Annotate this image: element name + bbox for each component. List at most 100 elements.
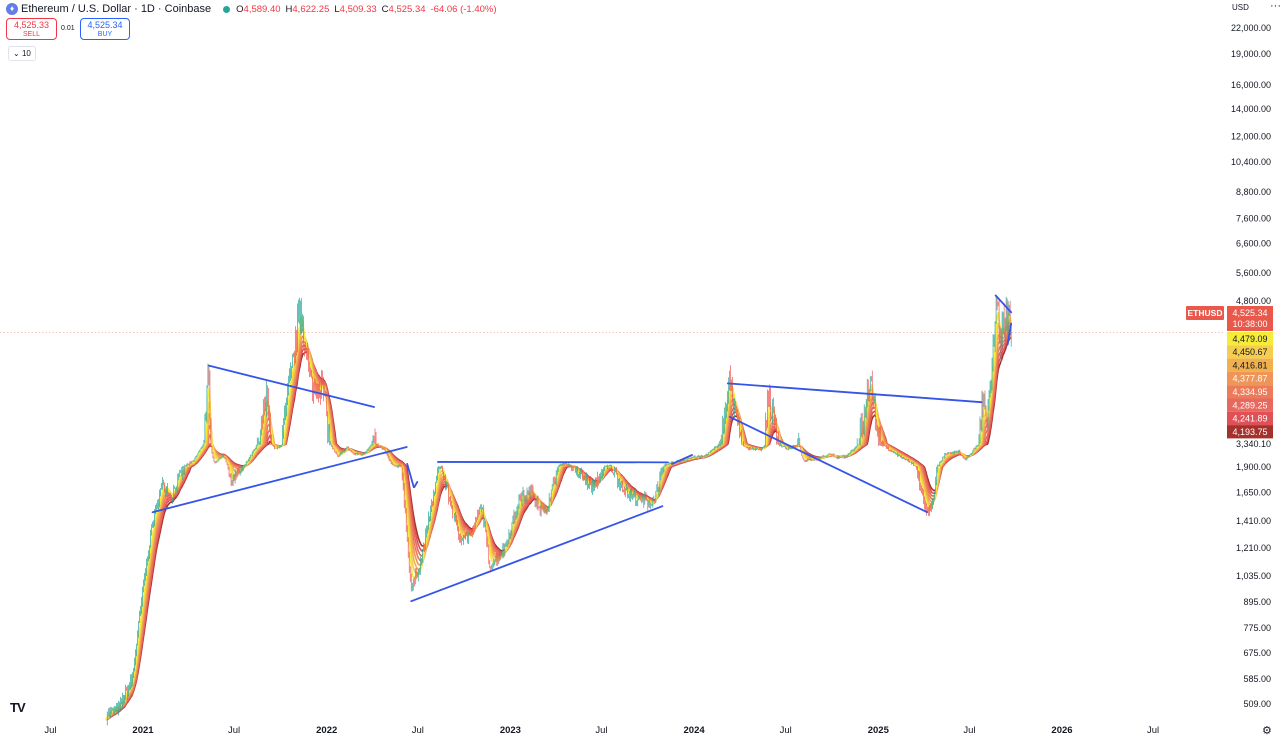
ribbon-level-label: 4,241.89 — [1232, 414, 1267, 424]
ribbon-level-label: 4,479.09 — [1232, 334, 1267, 344]
trendline[interactable] — [208, 364, 375, 408]
time-tick-label: 2023 — [500, 725, 521, 736]
price-tick-label: 4,800.00 — [1236, 296, 1271, 306]
price-tick-label: 3,340.10 — [1236, 439, 1271, 449]
price-tick-label: 22,000.00 — [1231, 23, 1271, 33]
tradingview-logo: TV — [10, 700, 26, 715]
ribbon-level-tag — [1227, 358, 1273, 372]
trendline[interactable] — [413, 480, 419, 489]
symbol-title[interactable]: Ethereum / U.S. Dollar · 1D · Coinbase — [21, 3, 212, 15]
trendline[interactable] — [410, 505, 664, 603]
price-tick-label: 675.00 — [1243, 648, 1271, 658]
time-tick-label: Jul — [412, 725, 424, 736]
sell-price: 4,525.33 — [13, 20, 50, 30]
ribbon-line — [105, 324, 1012, 721]
price-axis[interactable]: 22,000.00 19,000.00 16,000.00 14,000.00 12,0… — [1231, 23, 1271, 709]
ribbon-level-label: 4,193.75 — [1232, 427, 1267, 437]
time-tick-label: Jul — [228, 725, 240, 736]
symbol-price-tag — [1186, 306, 1224, 320]
market-status-icon — [223, 5, 231, 13]
price-tick-label: 895.00 — [1243, 597, 1271, 607]
ribbon-level-tag — [1227, 385, 1273, 399]
moving-average-ribbon — [105, 311, 1012, 721]
symbol-tag-label: ETHUSD — [1188, 308, 1223, 318]
trendline[interactable] — [151, 446, 408, 514]
currency-label[interactable]: USD — [1232, 3, 1249, 12]
price-tick-label: 5,600.00 — [1236, 268, 1271, 278]
bar-countdown: 10:38:00 — [1232, 319, 1267, 329]
ribbon-level-label: 4,377.87 — [1232, 374, 1267, 384]
chevron-down-icon: ⌄ — [13, 49, 20, 58]
trendline[interactable] — [994, 294, 1013, 314]
trendline[interactable] — [1006, 322, 1013, 346]
price-bars — [106, 295, 1012, 726]
ohlc-close: C4,525.34 — [381, 3, 426, 15]
time-tick-label: 2021 — [132, 725, 154, 736]
ohlc-high: H4,622.25 — [285, 3, 330, 15]
price-tick-label: 8,800.00 — [1236, 187, 1271, 197]
price-tick-label: 12,000.00 — [1231, 131, 1271, 141]
symbol-header: ♦ Ethereum / U.S. Dollar · 1D · Coinbase… — [6, 1, 502, 17]
ribbon-line — [105, 328, 1012, 721]
price-tick-label: 6,600.00 — [1236, 239, 1271, 249]
gear-icon[interactable]: ⚙ — [1262, 725, 1272, 737]
time-tick-label: Jul — [963, 725, 975, 736]
ribbon-line — [105, 320, 1012, 721]
indicators-toggle[interactable]: ⌄ 10 — [8, 46, 36, 61]
ribbon-level-tag — [1227, 371, 1273, 386]
price-tick-label: 10,400.00 — [1231, 157, 1271, 167]
more-horizontal-icon[interactable]: ··· — [1270, 0, 1280, 12]
indicator-count: 10 — [21, 49, 31, 58]
last-price-value: 4,525.34 — [1232, 308, 1267, 318]
trendline[interactable] — [728, 416, 929, 514]
time-tick-label: 2025 — [868, 725, 890, 736]
trendlines — [151, 294, 1013, 603]
price-tick-label: 1,035.00 — [1236, 571, 1271, 581]
ohlc-change: -64.06 (-1.40%) — [430, 3, 497, 15]
ribbon-level-tag — [1227, 345, 1273, 359]
price-tick-label: 14,000.00 — [1231, 104, 1271, 114]
time-tick-label: 2022 — [316, 725, 337, 736]
price-tick-label: 585.00 — [1243, 674, 1271, 684]
sell-label: SELL — [22, 31, 41, 38]
price-tick-label: 1,410.00 — [1236, 516, 1271, 526]
ethereum-icon: ♦ — [6, 3, 18, 15]
price-tick-label: 16,000.00 — [1231, 80, 1271, 90]
ohlc-low: L4,509.33 — [334, 3, 377, 15]
price-tick-label: 7,600.00 — [1236, 213, 1271, 223]
ohlc-open: O4,589.40 — [236, 3, 281, 15]
ribbon-line — [105, 332, 1012, 721]
time-tick-label: 2024 — [684, 725, 706, 736]
trendline[interactable] — [726, 382, 983, 404]
last-price-tag — [1227, 306, 1273, 331]
time-tick-label: Jul — [595, 725, 607, 736]
trendline[interactable] — [406, 463, 415, 489]
time-tick-label: Jul — [780, 725, 792, 736]
buy-button[interactable]: 4,525.34 BUY — [80, 18, 130, 40]
price-tick-label: 19,000.00 — [1231, 49, 1271, 59]
ribbon-line — [105, 315, 1012, 721]
price-tick-label: 1,900.00 — [1236, 462, 1271, 472]
ribbon-level-tag — [1227, 411, 1273, 426]
ribbon-level-label: 4,450.67 — [1232, 347, 1267, 357]
time-axis[interactable]: Jul 2021 Jul 2022 Jul 2023 Jul 2024 Jul 2025 Jul 20… — [44, 725, 1159, 736]
price-tick-label: 509.00 — [1243, 699, 1271, 709]
ribbon-level-tag — [1227, 425, 1273, 439]
trendline[interactable] — [671, 454, 693, 465]
price-tick-label: 1,210.00 — [1236, 543, 1271, 553]
ribbon-line — [105, 318, 1012, 721]
time-tick-label: Jul — [1147, 725, 1159, 736]
ribbon-level-tag — [1227, 398, 1273, 412]
buy-label: BUY — [97, 31, 113, 38]
ribbon-level-label: 4,416.81 — [1232, 360, 1267, 370]
ribbon-level-label: 4,289.25 — [1232, 400, 1267, 410]
ribbon-level-tag — [1227, 332, 1273, 346]
time-tick-label: 2026 — [1051, 725, 1072, 736]
sell-button[interactable]: 4,525.33 SELL — [6, 18, 57, 40]
spread-value: 0.01 — [61, 25, 75, 32]
time-tick-label: Jul — [44, 725, 56, 736]
price-tick-label: 1,650.00 — [1236, 488, 1271, 498]
price-tick-label: 775.00 — [1243, 623, 1271, 633]
price-tags: 4,479.09 4,450.67 4,416.81 4,377.87 4,334.95… — [0, 306, 1273, 439]
